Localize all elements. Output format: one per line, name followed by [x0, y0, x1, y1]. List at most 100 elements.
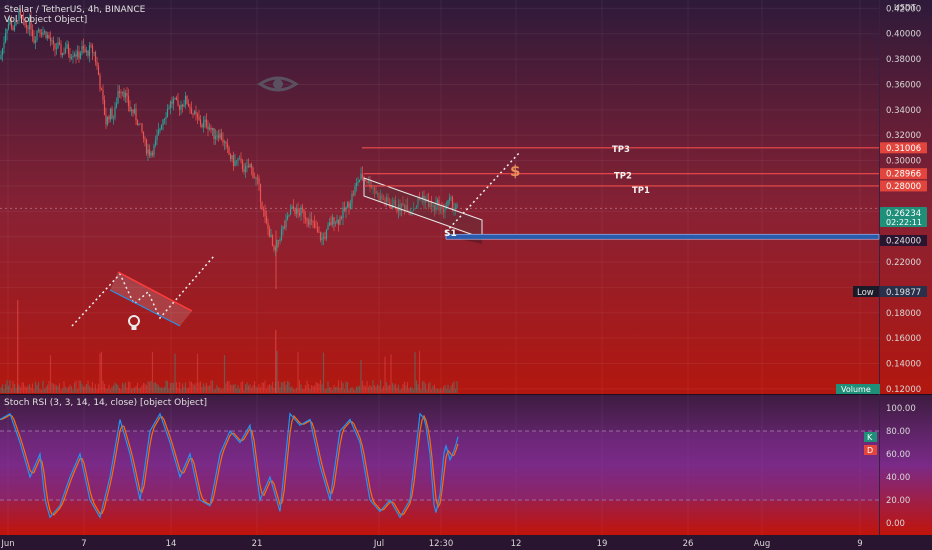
candle-body [85, 50, 88, 53]
candle-body [328, 222, 331, 226]
volume-bar [129, 382, 131, 393]
candle-body [318, 231, 320, 233]
volume-bar [58, 383, 61, 393]
candle-body [237, 158, 239, 161]
volume-bar [105, 388, 107, 393]
volume-bar [393, 384, 395, 393]
volume-bar [51, 382, 53, 393]
candle-body [370, 187, 373, 189]
volume-bar [132, 387, 134, 393]
price-tick-label: 0.32000 [886, 131, 921, 141]
volume-bar [358, 385, 361, 393]
candle-body [321, 238, 323, 241]
candle-body [330, 222, 332, 225]
time-axis[interactable]: Jun 7 14 21 Jul 12:30 12 19 26 Aug 9 [0, 539, 862, 549]
candle-body [19, 11, 22, 16]
candle-body [220, 133, 223, 140]
volume-bar [444, 385, 446, 393]
price-axis[interactable]: 0.42000 0.40000 0.38000 0.36000 0.34000 0.320… [886, 4, 921, 395]
candle-body [430, 202, 433, 207]
candle-body [241, 160, 244, 170]
volume-bar [112, 385, 115, 393]
dollar-label: $ [510, 162, 520, 180]
volume-bar [450, 385, 452, 393]
volume-bar [17, 300, 19, 393]
volume-bar [447, 384, 449, 393]
volume-bar [381, 388, 383, 393]
candle-body [112, 117, 115, 119]
volume-bar [364, 386, 367, 393]
level-price-badge [880, 168, 927, 180]
candle-body [244, 166, 247, 172]
candle-body [156, 134, 158, 140]
candle-body [94, 52, 97, 62]
candle-body [352, 194, 355, 195]
time-axis-background [0, 535, 932, 550]
candle-body [217, 135, 220, 138]
candle-body [70, 57, 73, 59]
volume-bar [295, 387, 298, 393]
volume-bar [435, 389, 437, 393]
volume-bar [127, 381, 130, 393]
volume-bar [331, 389, 334, 393]
candle-body [57, 42, 59, 49]
volume-bar [165, 380, 167, 393]
volume-bar [316, 382, 319, 393]
volume-bar [82, 386, 85, 393]
volume-bar [238, 388, 241, 393]
volume-bar [202, 383, 205, 393]
candle-body [384, 199, 386, 203]
volume-bar [87, 380, 89, 393]
candle-body [123, 91, 125, 98]
candle-body [411, 210, 413, 212]
volume-bar [133, 387, 136, 393]
volume-bar [339, 387, 341, 393]
candle-body [364, 178, 367, 182]
level-price-label: 0.31006 [886, 144, 921, 154]
candle-body [93, 52, 95, 54]
volume-bar [333, 384, 335, 393]
volume-bar [273, 387, 275, 393]
candle-body [223, 141, 226, 143]
volume-bar [148, 382, 151, 393]
candle-body [129, 106, 131, 112]
low-marker: Low 0.19877 [853, 286, 927, 298]
candle-body [229, 154, 232, 160]
candle-body [58, 42, 61, 45]
rsi-tick-label: 80.00 [886, 427, 910, 437]
candle-body [319, 232, 322, 241]
volume-bar [99, 353, 101, 393]
volume-bar [399, 389, 401, 393]
volume-bar [226, 380, 229, 393]
candle-body [207, 126, 209, 130]
volume-bar [154, 381, 157, 393]
volume-bar [204, 385, 206, 393]
volume-bar [241, 381, 244, 393]
volume-bar [102, 380, 104, 393]
volume-bar [90, 387, 92, 393]
candle-body [316, 227, 319, 232]
candle-body [252, 168, 254, 178]
volume-bar [267, 385, 269, 393]
volume-bar [159, 387, 161, 393]
volume-bar [276, 351, 278, 393]
candle-body [213, 127, 215, 140]
candle-body [151, 152, 154, 155]
level-price-label: 0.28966 [886, 170, 921, 180]
stop-zone[interactable] [445, 233, 880, 240]
candle-body [427, 199, 430, 207]
projection-arrow[interactable] [445, 151, 521, 233]
candle-body [124, 93, 127, 98]
candle-body [133, 108, 136, 113]
candle-body [142, 131, 145, 139]
volume-bar [153, 382, 155, 393]
volume-bar [21, 382, 23, 393]
volume-bar [135, 386, 137, 393]
volume-bar [334, 387, 337, 393]
candle-body [294, 208, 296, 214]
candle-body [52, 40, 55, 44]
volume-bar [355, 386, 358, 393]
volume-bar [429, 382, 431, 393]
volume-bar [424, 383, 427, 393]
